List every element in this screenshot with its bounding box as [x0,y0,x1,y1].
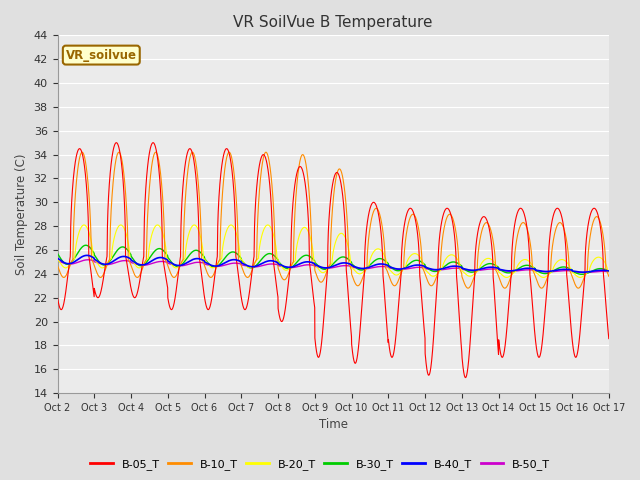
X-axis label: Time: Time [319,419,348,432]
Text: VR_soilvue: VR_soilvue [66,48,137,61]
Y-axis label: Soil Temperature (C): Soil Temperature (C) [15,154,28,275]
Legend: B-05_T, B-10_T, B-20_T, B-30_T, B-40_T, B-50_T: B-05_T, B-10_T, B-20_T, B-30_T, B-40_T, … [86,455,554,474]
Title: VR SoilVue B Temperature: VR SoilVue B Temperature [234,15,433,30]
